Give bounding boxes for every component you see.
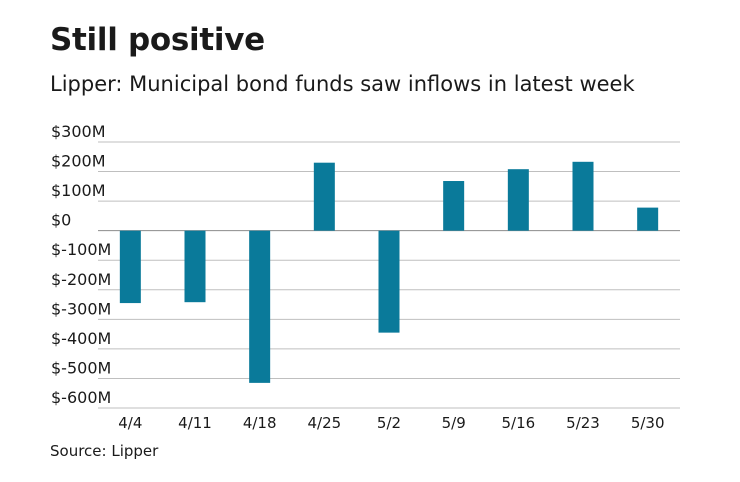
bar-5-16 (507, 169, 529, 231)
x-tick-label: 4/4 (118, 414, 142, 432)
source-note: Source: Lipper (50, 442, 159, 460)
bar-5-30 (637, 207, 659, 231)
y-tick-label: $100M (51, 181, 106, 200)
x-tick-label: 4/11 (178, 414, 212, 432)
y-tick-label: $-200M (51, 270, 111, 289)
y-axis-tick-labels: $300M $200M $100M $0 $-100M $-200M $-300M $-400… (51, 122, 111, 407)
y-tick-label: $-500M (51, 358, 111, 377)
y-tick-label: $300M (51, 122, 106, 141)
bar-4-18 (249, 230, 271, 383)
y-tick-label: $-400M (51, 329, 111, 348)
bar-5-9 (443, 181, 465, 231)
bar-5-2 (378, 230, 400, 333)
x-tick-label: 5/23 (566, 414, 600, 432)
bar-4-25 (313, 162, 335, 231)
y-tick-label: $-100M (51, 240, 111, 259)
y-tick-label: $-300M (51, 299, 111, 318)
y-tick-label: $0 (51, 211, 71, 230)
bar-5-23 (572, 161, 594, 231)
x-axis-tick-labels: 4/4 4/11 4/18 4/25 5/2 5/9 5/16 5/23 5/30 (118, 414, 664, 432)
x-tick-label: 5/2 (377, 414, 401, 432)
y-tick-label: $200M (51, 152, 106, 171)
chart-subtitle: Lipper: Municipal bond funds saw inflows… (50, 72, 635, 96)
bar-4-11 (184, 230, 206, 303)
bars (119, 161, 659, 383)
chart-title: Still positive (50, 22, 265, 58)
y-tick-label: $-600M (51, 388, 111, 407)
x-tick-label: 4/25 (307, 414, 341, 432)
x-tick-label: 5/30 (631, 414, 665, 432)
x-tick-label: 5/16 (501, 414, 535, 432)
bar-4-4 (119, 230, 141, 304)
x-tick-label: 5/9 (442, 414, 466, 432)
x-tick-label: 4/18 (243, 414, 277, 432)
